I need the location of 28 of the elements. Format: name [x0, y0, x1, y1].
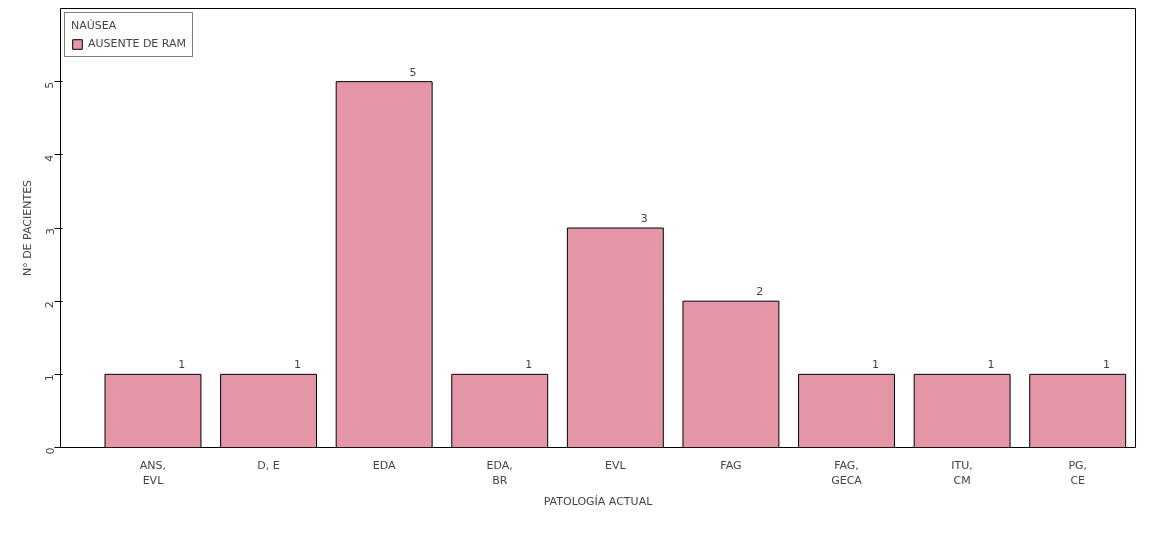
x-tick-label: ITU, CM [951, 458, 973, 488]
x-axis-title: PATOLOGÍA ACTUAL [543, 495, 654, 509]
legend-title: NAÚSEA [71, 19, 118, 32]
x-tick-label: PG, CE [1068, 458, 1088, 488]
y-tick-label: 5 [43, 81, 57, 89]
data-label: 5 [409, 65, 417, 79]
y-tick-label: 2 [43, 301, 57, 309]
data-label: 1 [871, 358, 879, 372]
y-tick-label: 1 [43, 374, 57, 382]
x-tick-label: FAG [720, 458, 742, 472]
data-label: 1 [178, 358, 186, 372]
data-label: 1 [525, 358, 533, 372]
data-label: 2 [756, 285, 764, 299]
y-tick-label: 0 [43, 447, 57, 455]
x-tick-label: EVL [605, 458, 627, 472]
x-tick-label: EDA, BR [486, 458, 513, 488]
x-tick-label: EDA [372, 458, 397, 472]
x-tick-label: D, E [257, 458, 280, 472]
data-label: 1 [1103, 358, 1111, 372]
y-tick-label: 4 [43, 154, 57, 162]
data-label: 1 [293, 358, 301, 372]
y-axis-title: N° DE PACIENTES [20, 179, 34, 277]
x-tick-label: ANS, EVL [139, 458, 167, 488]
x-tick-label: FAG, GECA [831, 458, 863, 488]
data-label: 3 [640, 212, 648, 225]
data-label: 1 [987, 358, 995, 372]
y-tick-label: 3 [43, 228, 57, 235]
legend-label: AUSENTE DE RAM [88, 37, 187, 50]
